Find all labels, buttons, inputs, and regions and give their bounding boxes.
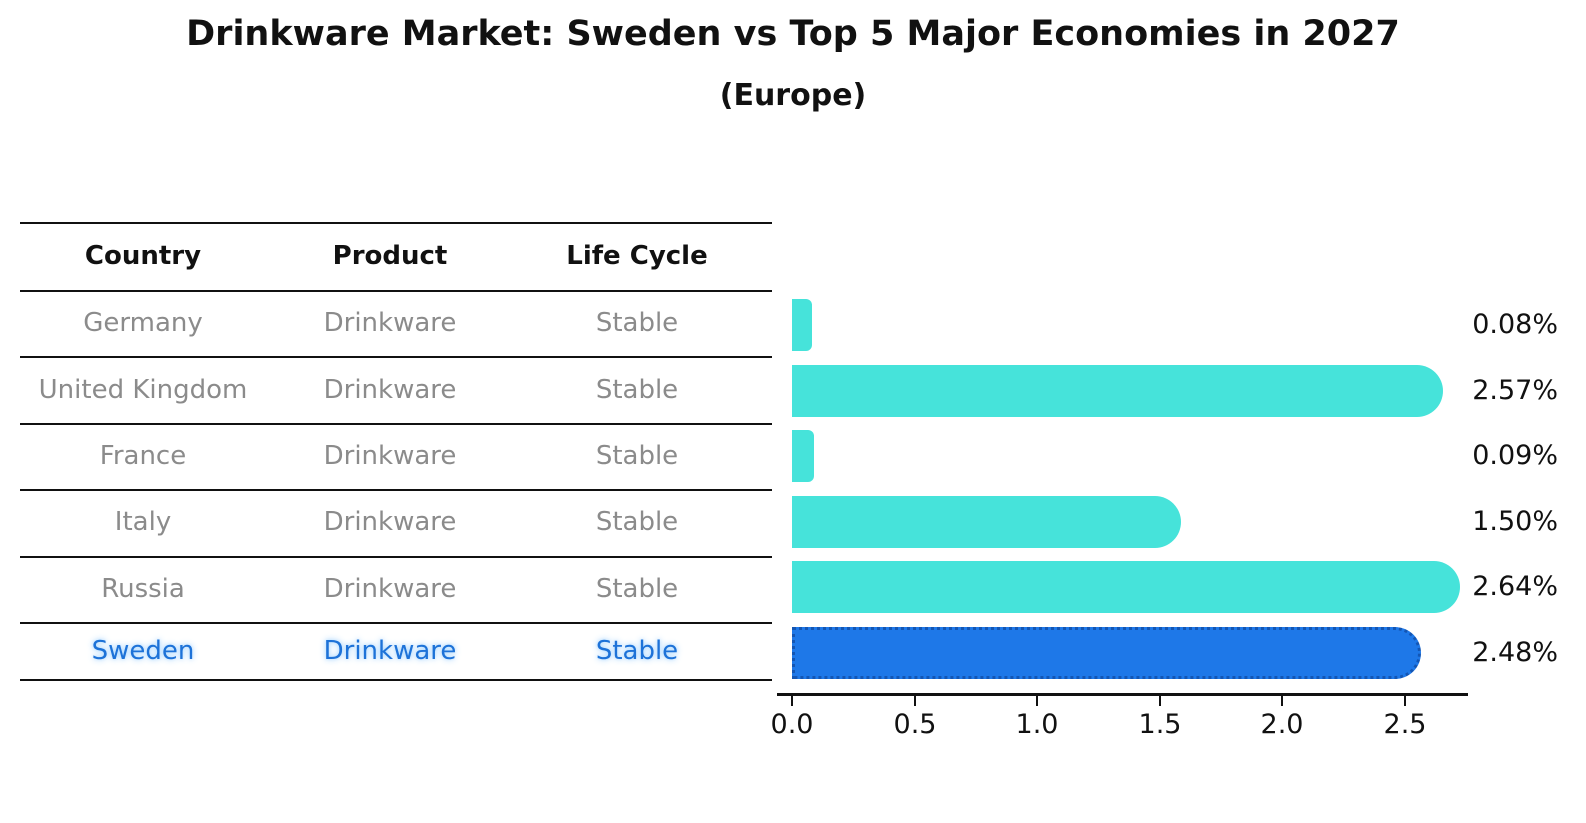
table-rule xyxy=(20,222,772,224)
chart-title: Drinkware Market: Sweden vs Top 5 Major … xyxy=(186,14,1400,54)
cell-product-germany: Drinkware xyxy=(323,308,457,338)
column-header-product: Product xyxy=(332,241,448,271)
table-rule xyxy=(20,489,772,491)
bar-france xyxy=(792,430,814,482)
cell-country-germany: Germany xyxy=(83,308,203,338)
x-tick xyxy=(1036,696,1038,706)
x-tick xyxy=(791,696,793,706)
table-rule xyxy=(20,423,772,425)
table-rule xyxy=(20,622,772,624)
cell-life_cycle-germany: Stable xyxy=(595,308,679,338)
x-tick xyxy=(1281,696,1283,706)
table-rule xyxy=(20,290,772,292)
x-tick-label-1-0: 1.0 xyxy=(1015,709,1059,740)
bar-italy xyxy=(792,496,1181,548)
cell-product-italy: Drinkware xyxy=(323,507,457,537)
x-tick-label-0-0: 0.0 xyxy=(770,709,814,740)
table-rule xyxy=(20,556,772,558)
bar-united-kingdom xyxy=(792,365,1443,417)
x-tick xyxy=(914,696,916,706)
chart-subtitle: (Europe) xyxy=(719,78,867,113)
cell-life_cycle-united-kingdom: Stable xyxy=(595,375,679,405)
value-label-italy: 1.50% xyxy=(1472,506,1558,537)
cell-product-united-kingdom: Drinkware xyxy=(323,375,457,405)
x-axis-line xyxy=(777,693,1468,696)
x-tick xyxy=(1159,696,1161,706)
table-rule xyxy=(20,679,772,681)
cell-country-france: France xyxy=(99,441,187,471)
x-tick xyxy=(1404,696,1406,706)
cell-country-russia: Russia xyxy=(101,574,185,604)
value-label-germany: 0.08% xyxy=(1472,309,1558,340)
column-header-life-cycle: Life Cycle xyxy=(566,241,708,271)
cell-country-united-kingdom: United Kingdom xyxy=(38,375,248,405)
x-tick-label-0-5: 0.5 xyxy=(893,709,937,740)
cell-product-sweden: Drinkware xyxy=(323,636,457,666)
x-tick-label-2-5: 2.5 xyxy=(1383,709,1427,740)
value-label-russia: 2.64% xyxy=(1472,571,1558,602)
column-header-country: Country xyxy=(84,241,202,271)
x-tick-label-2-0: 2.0 xyxy=(1260,709,1304,740)
value-label-france: 0.09% xyxy=(1472,440,1558,471)
value-label-sweden: 2.48% xyxy=(1472,637,1558,668)
x-tick-label-1-5: 1.5 xyxy=(1138,709,1182,740)
value-label-united-kingdom: 2.57% xyxy=(1472,375,1558,406)
cell-country-sweden: Sweden xyxy=(91,636,195,666)
cell-life_cycle-italy: Stable xyxy=(595,507,679,537)
table-rule xyxy=(20,356,772,358)
cell-product-france: Drinkware xyxy=(323,441,457,471)
cell-life_cycle-france: Stable xyxy=(595,441,679,471)
cell-country-italy: Italy xyxy=(114,507,172,537)
cell-life_cycle-russia: Stable xyxy=(595,574,679,604)
bar-germany xyxy=(792,299,812,351)
bar-sweden xyxy=(792,627,1421,679)
bar-russia xyxy=(792,561,1460,613)
cell-life_cycle-sweden: Stable xyxy=(595,636,679,666)
cell-product-russia: Drinkware xyxy=(323,574,457,604)
